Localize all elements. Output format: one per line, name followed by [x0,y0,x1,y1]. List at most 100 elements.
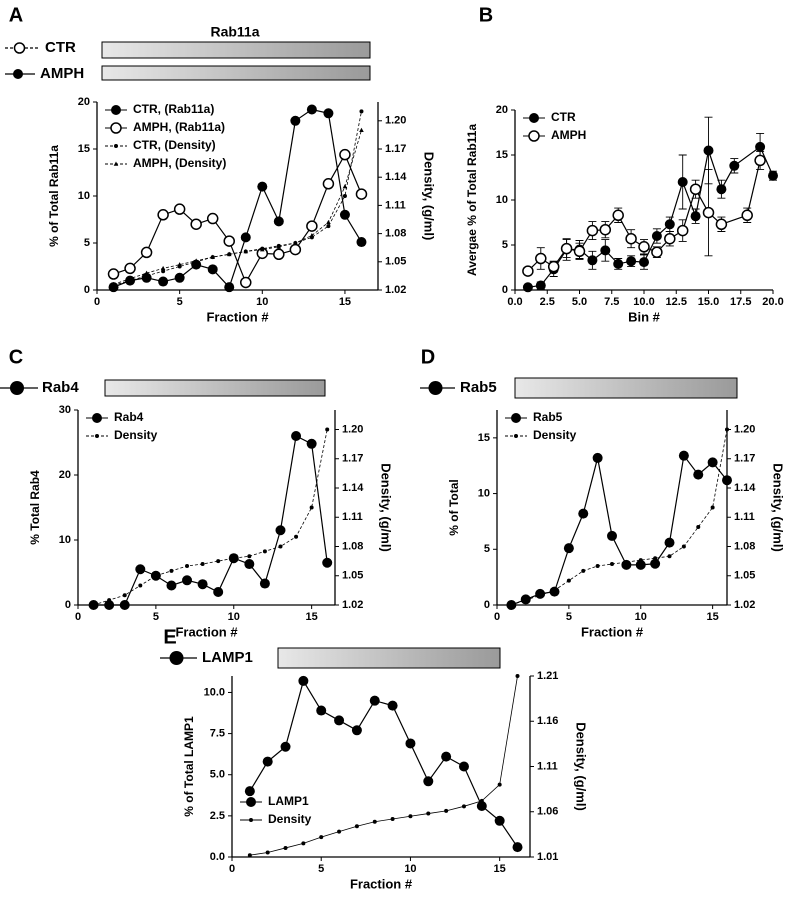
y-tick-label: 30 [59,404,71,416]
y-tick-label: 15 [496,149,508,161]
y2-tick-label: 1.14 [385,171,407,183]
x-tick-label: 10 [404,863,416,875]
legend-marker [110,122,122,134]
data-point [369,695,380,706]
data-point [169,568,174,573]
data-point [359,127,364,132]
x-axis-label: Fraction # [581,624,644,639]
legend-marker [529,113,539,123]
legend-marker [249,818,253,822]
data-point [592,452,603,463]
data-point [334,715,345,726]
data-point [316,705,327,716]
data-point [664,219,675,230]
panel-letter: D [421,346,435,368]
data-point [563,543,574,554]
data-point [626,256,637,267]
data-point [278,544,283,549]
x-tick-label: 5 [177,296,183,308]
lane-marker [169,651,184,665]
data-point [681,544,686,549]
data-point [216,559,221,564]
data-point [161,269,166,274]
legend-marker [111,105,121,115]
y-axis-label: % of Total Rab11a [47,145,61,247]
data-point [244,786,255,797]
data-point [581,568,586,573]
data-point [509,603,514,607]
data-point [426,811,431,816]
data-point [497,782,502,787]
x-tick-label: 12.5 [666,296,687,308]
data-point [323,108,334,119]
data-point [359,109,364,114]
data-point [326,224,331,229]
data-point [291,431,302,441]
data-point [610,562,614,567]
panel-letter: B [479,4,493,26]
x-tick-label: 5 [153,611,159,623]
x-tick-label: 15 [707,611,719,623]
data-point [613,258,624,269]
data-point [247,853,252,858]
y2-tick-label: 1.20 [385,115,406,127]
lane-marker [13,42,26,54]
data-point [690,211,701,222]
y2-tick-label: 1.17 [734,453,755,465]
data-point [479,798,484,803]
data-point [276,244,282,249]
data-point [275,525,286,536]
y2-axis-label: Density, (g/ml) [379,463,394,552]
x-axis-label: Bin # [628,309,661,324]
data-point [612,209,624,222]
y2-tick-label: 1.02 [385,284,406,296]
data-point [667,554,672,559]
data-point [573,245,586,258]
legend-marker [113,161,119,166]
data-point [231,556,236,561]
data-point [337,829,342,834]
y2-tick-label: 1.20 [734,423,755,435]
y-tick-label: 0 [484,599,490,611]
lane-label: Rab4 [42,379,79,396]
x-axis-label: Fraction # [206,309,269,324]
y2-tick-label: 1.02 [734,599,755,611]
data-point [599,223,612,236]
y2-tick-label: 1.11 [537,760,558,772]
lane-marker [13,69,23,79]
x-tick-label: 10 [256,296,268,308]
y-tick-label: 0 [65,599,71,611]
data-point [158,276,169,287]
data-point [104,600,115,610]
data-point [710,505,715,510]
data-point [405,738,416,749]
data-point [678,450,689,461]
y2-tick-label: 1.08 [734,540,755,552]
data-point [441,751,452,762]
data-point [207,264,218,275]
data-point [119,600,130,610]
series-line [93,429,328,606]
y2-tick-label: 1.06 [537,806,558,818]
data-point [160,265,166,271]
data-point [259,578,270,589]
legend-marker [92,413,102,423]
data-point [461,804,466,809]
data-point [339,148,351,161]
y-tick-label: 0.0 [210,851,225,863]
data-point [257,181,268,192]
data-point [124,262,136,275]
data-point [768,170,778,181]
data-point [390,816,395,821]
data-point [309,505,314,510]
data-point [290,115,301,126]
x-tick-label: 0 [75,611,81,623]
y-axis-label: Avergae % of Total Rab11a [465,124,479,276]
y-tick-label: 0 [502,284,508,296]
data-point [725,427,729,432]
data-point [306,104,317,115]
y2-tick-label: 1.14 [342,482,364,494]
legend-label: Rab4 [114,410,144,424]
legend-label: CTR, (Density) [133,138,216,152]
data-point [535,280,546,291]
